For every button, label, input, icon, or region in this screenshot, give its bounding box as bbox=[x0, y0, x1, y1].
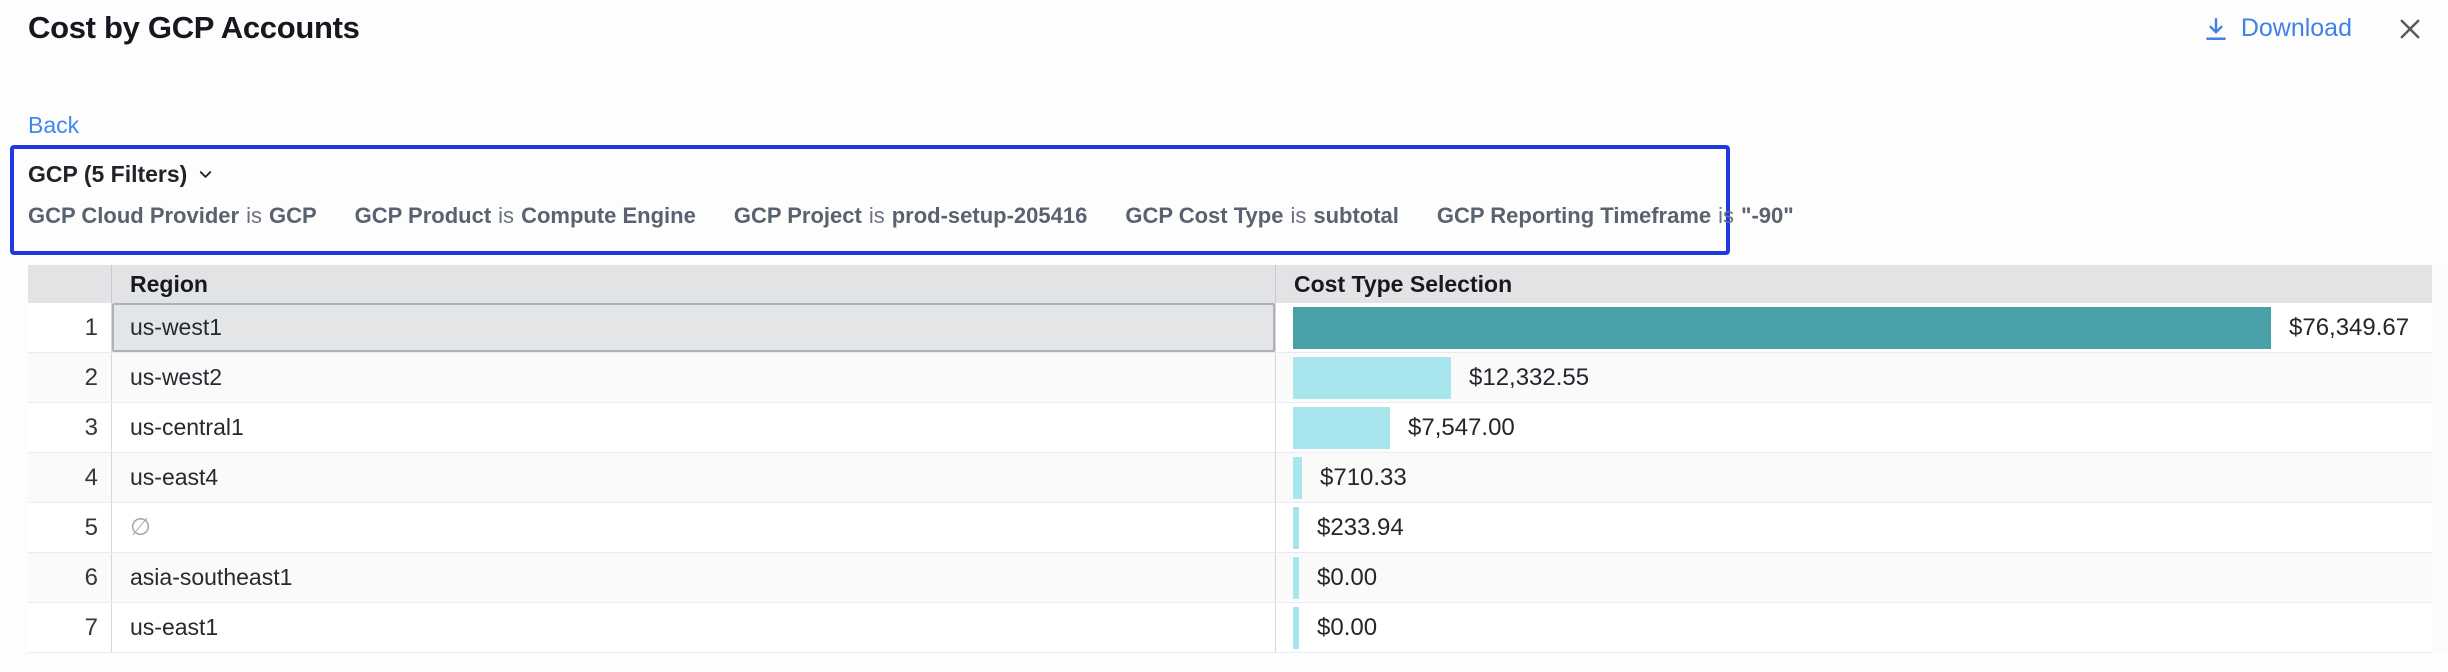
region-label: asia-southeast1 bbox=[130, 564, 292, 591]
cost-value: $710.33 bbox=[1320, 464, 1407, 492]
region-cell[interactable]: us-east1 bbox=[112, 603, 1276, 652]
cost-cell: $0.00 bbox=[1276, 553, 2448, 602]
cost-bar bbox=[1293, 557, 1299, 599]
region-label: us-west2 bbox=[130, 364, 222, 391]
table-row[interactable]: 7 us-east1 $0.00 bbox=[28, 603, 2448, 653]
filter-operator: is bbox=[869, 203, 885, 229]
region-label: us-west1 bbox=[130, 314, 222, 341]
header-actions: Download bbox=[2203, 14, 2424, 43]
header-cost-column[interactable]: Cost Type Selection bbox=[1276, 265, 2448, 303]
cost-by-gcp-accounts-modal: Cost by GCP Accounts Download Back GCP (… bbox=[0, 0, 2448, 672]
row-index: 2 bbox=[28, 353, 112, 402]
chevron-down-icon bbox=[196, 165, 215, 184]
row-index: 3 bbox=[28, 403, 112, 452]
region-cell[interactable]: us-central1 bbox=[112, 403, 1276, 452]
filter-value: subtotal bbox=[1313, 203, 1399, 229]
filter-panel: GCP (5 Filters) GCP Cloud Provider is GC… bbox=[10, 145, 1730, 255]
filter-field-name: GCP Cost Type bbox=[1125, 203, 1283, 229]
cost-value: $76,349.67 bbox=[2289, 314, 2409, 342]
cost-bar bbox=[1293, 607, 1299, 649]
table-row[interactable]: 6 asia-southeast1 $0.00 bbox=[28, 553, 2448, 603]
filter-condition[interactable]: GCP Product is Compute Engine bbox=[355, 203, 696, 229]
row-index: 1 bbox=[28, 303, 112, 352]
close-button[interactable] bbox=[2396, 15, 2424, 43]
cost-cell: $7,547.00 bbox=[1276, 403, 2448, 452]
filter-operator: is bbox=[498, 203, 514, 229]
region-label: us-east4 bbox=[130, 464, 218, 491]
table-row[interactable]: 1 us-west1 $76,349.67 bbox=[28, 303, 2448, 353]
region-label: us-central1 bbox=[130, 414, 244, 441]
cost-value: $12,332.55 bbox=[1469, 364, 1589, 392]
cost-value: $0.00 bbox=[1317, 614, 1377, 642]
filter-field-name: GCP Project bbox=[734, 203, 862, 229]
region-cell[interactable]: ∅ bbox=[112, 503, 1276, 552]
cost-cell: $12,332.55 bbox=[1276, 353, 2448, 402]
filter-field-name: GCP Cloud Provider bbox=[28, 203, 239, 229]
region-label: us-east1 bbox=[130, 614, 218, 641]
region-cell[interactable]: us-west1 bbox=[112, 303, 1276, 352]
filter-summary-dropdown[interactable]: GCP (5 Filters) bbox=[28, 161, 215, 188]
download-label: Download bbox=[2241, 14, 2352, 43]
table-body: 1 us-west1 $76,349.67 2 us-west2 $12,332… bbox=[28, 303, 2448, 653]
table-row[interactable]: 5 ∅ $233.94 bbox=[28, 503, 2448, 553]
filter-field-name: GCP Product bbox=[355, 203, 492, 229]
filter-operator: is bbox=[1290, 203, 1306, 229]
filter-value: prod-setup-205416 bbox=[892, 203, 1088, 229]
cost-cell: $0.00 bbox=[1276, 603, 2448, 652]
page-title: Cost by GCP Accounts bbox=[28, 10, 360, 46]
cost-value: $233.94 bbox=[1317, 514, 1404, 542]
cost-bar bbox=[1293, 507, 1299, 549]
filter-summary-label: GCP (5 Filters) bbox=[28, 161, 187, 188]
table-header-row: Region Cost Type Selection bbox=[28, 265, 2448, 303]
filter-condition[interactable]: GCP Cost Type is subtotal bbox=[1125, 203, 1399, 229]
filter-condition[interactable]: GCP Project is prod-setup-205416 bbox=[734, 203, 1088, 229]
filter-condition[interactable]: GCP Cloud Provider is GCP bbox=[28, 203, 317, 229]
table-row[interactable]: 2 us-west2 $12,332.55 bbox=[28, 353, 2448, 403]
region-cell[interactable]: us-east4 bbox=[112, 453, 1276, 502]
cost-value: $7,547.00 bbox=[1408, 414, 1515, 442]
cost-cell: $233.94 bbox=[1276, 503, 2448, 552]
cost-bar bbox=[1293, 357, 1451, 399]
table-row[interactable]: 3 us-central1 $7,547.00 bbox=[28, 403, 2448, 453]
back-link[interactable]: Back bbox=[28, 112, 79, 139]
region-cell[interactable]: us-west2 bbox=[112, 353, 1276, 402]
header-index-column bbox=[28, 265, 112, 303]
row-index: 6 bbox=[28, 553, 112, 602]
cost-cell: $76,349.67 bbox=[1276, 303, 2448, 352]
filter-operator: is bbox=[1718, 203, 1734, 229]
cost-bar bbox=[1293, 407, 1390, 449]
filter-condition[interactable]: GCP Reporting Timeframe is "-90" bbox=[1437, 203, 1794, 229]
download-button[interactable]: Download bbox=[2203, 14, 2352, 43]
close-icon bbox=[2396, 15, 2424, 43]
filter-value: GCP bbox=[269, 203, 317, 229]
cost-bar bbox=[1293, 307, 2271, 349]
download-icon bbox=[2203, 16, 2229, 42]
region-label: ∅ bbox=[130, 513, 151, 542]
cost-cell: $710.33 bbox=[1276, 453, 2448, 502]
scrollbar-track[interactable] bbox=[2432, 265, 2448, 653]
header-region-column[interactable]: Region bbox=[112, 265, 1276, 303]
table-row[interactable]: 4 us-east4 $710.33 bbox=[28, 453, 2448, 503]
filter-value: "-90" bbox=[1741, 203, 1794, 229]
filter-conditions-list: GCP Cloud Provider is GCP GCP Product is… bbox=[28, 203, 1726, 229]
row-index: 5 bbox=[28, 503, 112, 552]
cost-bar bbox=[1293, 457, 1302, 499]
row-index: 4 bbox=[28, 453, 112, 502]
region-cell[interactable]: asia-southeast1 bbox=[112, 553, 1276, 602]
cost-value: $0.00 bbox=[1317, 564, 1377, 592]
filter-value: Compute Engine bbox=[521, 203, 696, 229]
filter-field-name: GCP Reporting Timeframe bbox=[1437, 203, 1711, 229]
row-index: 7 bbox=[28, 603, 112, 652]
filter-operator: is bbox=[246, 203, 262, 229]
cost-table: Region Cost Type Selection 1 us-west1 $7… bbox=[28, 265, 2448, 653]
